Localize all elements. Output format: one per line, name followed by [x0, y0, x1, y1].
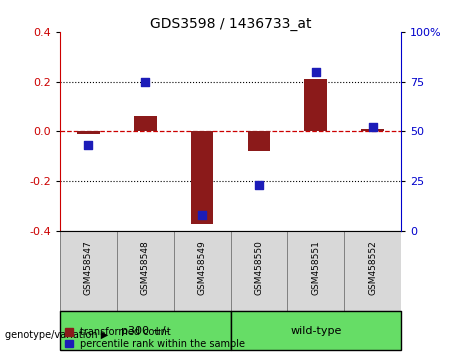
Point — [198, 212, 206, 218]
Bar — [134, 116, 157, 131]
Bar — [230, 310, 401, 350]
Bar — [248, 131, 270, 152]
Point — [369, 125, 376, 130]
Text: GSM458548: GSM458548 — [141, 240, 150, 295]
Text: p300 +/-: p300 +/- — [121, 326, 170, 336]
Text: GSM458552: GSM458552 — [368, 240, 377, 295]
Text: GSM458549: GSM458549 — [198, 240, 207, 295]
Text: GSM458547: GSM458547 — [84, 240, 93, 295]
Bar — [304, 79, 327, 131]
Bar — [77, 131, 100, 134]
Text: GSM458550: GSM458550 — [254, 240, 263, 296]
Text: genotype/variation ▶: genotype/variation ▶ — [5, 330, 108, 339]
Title: GDS3598 / 1436733_at: GDS3598 / 1436733_at — [150, 17, 311, 31]
Point — [142, 79, 149, 85]
Text: wild-type: wild-type — [290, 326, 342, 336]
Text: GSM458551: GSM458551 — [311, 240, 320, 296]
Point — [255, 182, 263, 188]
Point — [312, 69, 319, 74]
Legend: transformed count, percentile rank within the sample: transformed count, percentile rank withi… — [65, 327, 245, 349]
Point — [85, 143, 92, 148]
Bar — [191, 131, 213, 223]
Bar — [60, 310, 230, 350]
Bar — [361, 129, 384, 131]
